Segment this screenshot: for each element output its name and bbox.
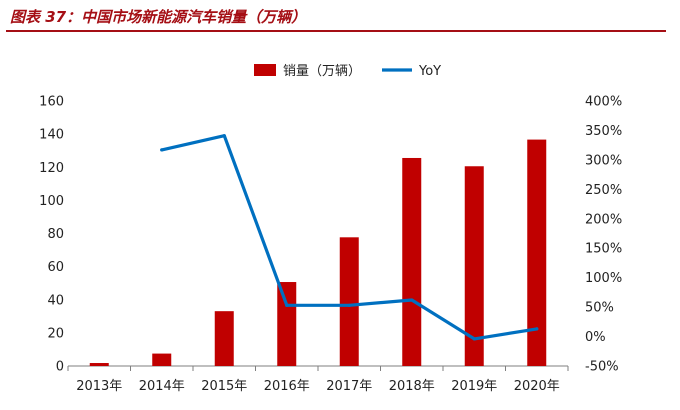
chart-axes: [67, 365, 569, 371]
y-left-tick-label: 0: [56, 360, 64, 375]
x-tick-label: 2016年: [264, 379, 310, 394]
y-right-tick-label: 400%: [585, 95, 622, 110]
y-left-tick-label: 100: [39, 194, 64, 209]
figure-title: 图表 37：中国市场新能源汽车销量（万辆）: [10, 8, 307, 26]
y-left-tick-label: 160: [39, 95, 64, 110]
bar-2019年: [464, 166, 484, 366]
x-tick-label: 2020年: [514, 379, 560, 394]
y-right-tick-label: 350%: [585, 124, 622, 139]
y-right-tick-label: 50%: [585, 301, 614, 316]
title-divider: [6, 30, 666, 32]
y-right-tick-label: 150%: [585, 242, 622, 257]
bar-2020年: [527, 139, 547, 366]
tick-labels: 0 20 40 60 80 100 120 140 160 -50% 0% 50% 100% 150% 20…: [39, 95, 622, 395]
y-left-tick-label: 140: [39, 128, 64, 143]
yoy-point-2018年: [410, 298, 414, 302]
legend-swatch-sales: [254, 64, 276, 76]
yoy-point-2015年: [222, 134, 226, 138]
y-left-tick-label: 20: [47, 326, 64, 341]
yoy-line-series: [160, 134, 539, 341]
y-right-tick-label: 250%: [585, 183, 622, 198]
bar-2015年: [214, 311, 234, 366]
bar-2018年: [402, 157, 422, 366]
y-left-tick-label: 40: [47, 293, 64, 308]
x-tick-label: 2014年: [139, 379, 185, 394]
x-tick-label: 2018年: [389, 379, 435, 394]
y-right-tick-label: 100%: [585, 271, 622, 286]
x-tick-label: 2019年: [451, 379, 497, 394]
bar-2016年: [277, 282, 297, 366]
y-left-tick-label: 120: [39, 161, 64, 176]
bar-2013年: [89, 363, 109, 366]
y-right-tick-label: -50%: [585, 360, 619, 375]
yoy-point-2019年: [472, 337, 476, 341]
yoy-point-2017年: [347, 303, 351, 307]
yoy-point-2016年: [285, 303, 289, 307]
bar-2014年: [152, 353, 172, 366]
y-left-tick-label: 80: [47, 227, 64, 242]
x-tick-label: 2013年: [76, 379, 122, 394]
x-tick-label: 2015年: [201, 379, 247, 394]
x-tick-label: 2017年: [326, 379, 372, 394]
y-right-tick-label: 300%: [585, 153, 622, 168]
y-right-tick-label: 200%: [585, 212, 622, 227]
y-left-tick-label: 60: [47, 260, 64, 275]
legend: 销量（万辆） YoY: [254, 64, 441, 79]
yoy-point-2020年: [535, 327, 539, 331]
bar-2017年: [339, 237, 359, 366]
legend-label-sales: 销量（万辆）: [283, 64, 361, 79]
bar-series: [89, 139, 547, 366]
legend-label-yoy: YoY: [418, 64, 441, 79]
yoy-point-2014年: [160, 148, 164, 152]
y-right-tick-label: 0%: [585, 330, 606, 345]
